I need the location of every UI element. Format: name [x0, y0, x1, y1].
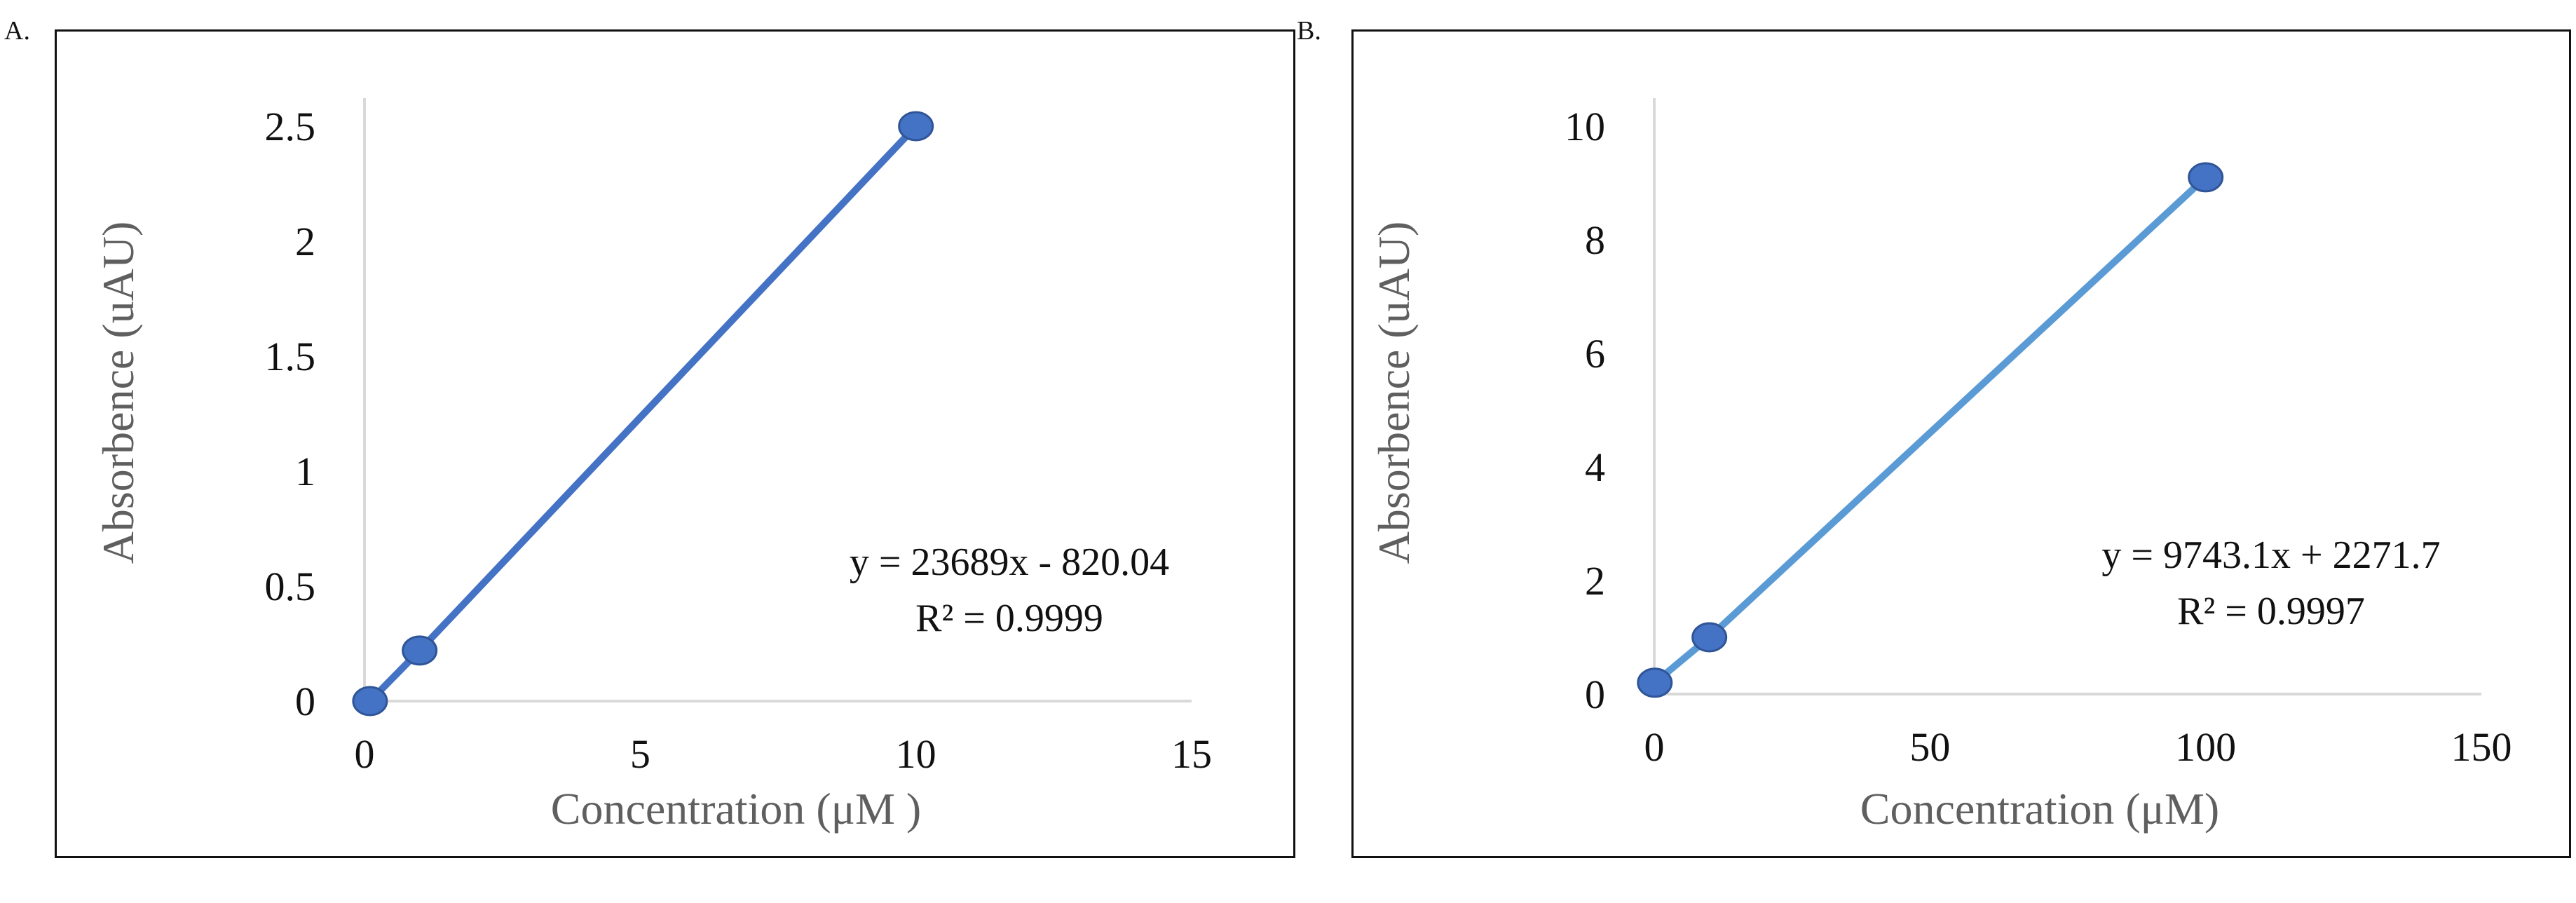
panel-letter-a: A.	[4, 16, 30, 46]
panel-letter-b: B.	[1297, 16, 1321, 46]
data-point	[1637, 667, 1673, 698]
y-tick-label: 1	[295, 449, 315, 494]
y-tick-label: 8	[1585, 217, 1605, 263]
y-tick-label: 0.5	[265, 564, 316, 609]
data-point	[402, 635, 438, 666]
x-tick-label: 15	[1171, 731, 1212, 777]
y-tick-label: 2.5	[265, 104, 316, 149]
x-tick-label: 0	[1644, 724, 1665, 770]
x-tick-label: 150	[2451, 724, 2512, 770]
series-line	[1651, 173, 2209, 686]
x-tick-label: 0	[355, 731, 375, 777]
trendline-r-squared: R² = 0.9997	[2177, 590, 2365, 633]
x-tick-label: 5	[630, 731, 650, 777]
y-tick-label: 6	[1585, 331, 1605, 376]
x-axis-title: Concentration (μM )	[551, 784, 921, 834]
data-point	[2188, 162, 2224, 193]
y-tick-label: 0	[1585, 672, 1605, 717]
trendline-equation: y = 9743.1x + 2271.7	[2101, 534, 2440, 577]
y-axis-title: Absorbence (uAU)	[93, 222, 143, 564]
y-tick-label: 1.5	[265, 334, 316, 379]
chart-panel-b	[1351, 29, 2571, 858]
x-axis-title: Concentration (μM)	[1860, 784, 2219, 834]
y-tick-label: 10	[1565, 104, 1605, 149]
data-point	[352, 686, 388, 717]
y-axis-title: Absorbence (uAU)	[1369, 222, 1419, 564]
data-point	[1691, 622, 1728, 653]
chart-panel-a	[55, 29, 1295, 858]
x-tick-label: 10	[896, 731, 936, 777]
y-tick-label: 0	[295, 679, 315, 724]
trendline-equation: y = 23689x - 820.04	[850, 541, 1169, 584]
data-point	[898, 111, 934, 142]
y-tick-label: 2	[295, 219, 315, 264]
y-tick-label: 2	[1585, 558, 1605, 604]
x-tick-label: 100	[2175, 724, 2236, 770]
trendline-r-squared: R² = 0.9999	[915, 597, 1103, 640]
chart-a: 0 0.5 1 1.5 2 2.5 0 5 10 15 Concentration (μM ) Abs…	[93, 98, 1212, 834]
y-tick-label: 4	[1585, 444, 1605, 490]
series-line	[366, 123, 920, 705]
x-tick-label: 50	[1909, 724, 1950, 770]
